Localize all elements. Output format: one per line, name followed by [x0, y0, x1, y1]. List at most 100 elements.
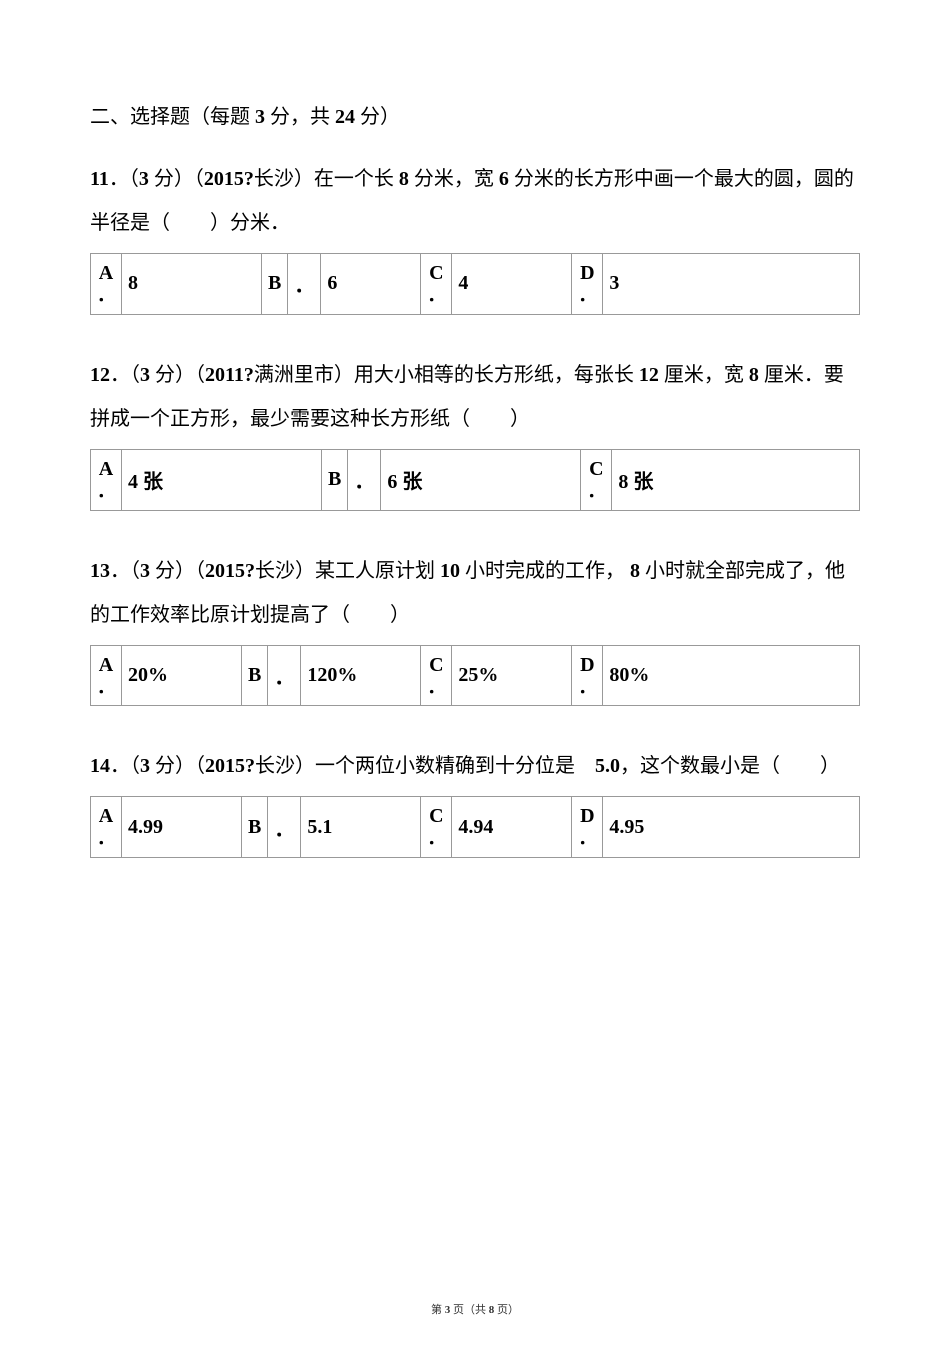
footer-prefix: 第	[431, 1304, 445, 1316]
section-title: 二、选择题（每题 3 分，共 24 分）	[90, 100, 860, 129]
q14-b: 分）（	[150, 755, 205, 777]
question-12: 12．（3 分）（2011?满洲里市）用大小相等的长方形纸，每张长 12 厘米，…	[90, 353, 860, 511]
dot: ．	[348, 449, 381, 510]
q11-B-value[interactable]: 6	[321, 254, 421, 315]
q12-width: 8	[749, 364, 759, 386]
q13-num: 13	[90, 560, 110, 582]
q11-c: 长沙）在一个长	[254, 168, 399, 190]
dot: ．	[268, 797, 301, 858]
q11-length: 8	[399, 168, 409, 190]
q13-B-label[interactable]: B	[248, 664, 261, 686]
q11-stem: 11．（3 分）（2015?长沙）在一个长 8 分米，宽 6 分米的长方形中画一…	[90, 157, 860, 245]
q14-D-value[interactable]: 4.95	[603, 797, 860, 858]
q11-D-value[interactable]: 3	[603, 254, 860, 315]
q11-A-label[interactable]: A	[97, 262, 115, 284]
q11-num: 11	[90, 168, 109, 190]
q12-year: 2011?	[205, 364, 254, 386]
q14-a: ．（	[110, 755, 140, 777]
q12-c: 满洲里市）用大小相等的长方形纸，每张长	[254, 364, 634, 386]
q14-C-value[interactable]: 4.94	[452, 797, 572, 858]
q12-stem: 12．（3 分）（2011?满洲里市）用大小相等的长方形纸，每张长 12 厘米，…	[90, 353, 860, 441]
q13-stem: 13．（3 分）（2015?长沙）某工人原计划 10 小时完成的工作， 8 小时…	[90, 549, 860, 637]
q14-B-value[interactable]: 5.1	[301, 797, 421, 858]
q11-points: 3	[139, 168, 149, 190]
q14-year: 2015?	[205, 755, 255, 777]
q13-c: 长沙）某工人原计划	[255, 560, 440, 582]
page-footer: 第 3 页（共 8 页）	[0, 1301, 950, 1317]
q13-length: 10	[440, 560, 460, 582]
q12-B-value[interactable]: 6 张	[381, 449, 581, 510]
q12-C-value[interactable]: 8 张	[612, 449, 860, 510]
q11-A-value[interactable]: 8	[122, 254, 262, 315]
q11-d: 分米，宽	[409, 168, 499, 190]
q11-C-value[interactable]: 4	[452, 254, 572, 315]
q14-value: 5.0	[595, 755, 620, 777]
q11-C-label[interactable]: C	[427, 262, 445, 284]
q12-b: 分）（	[150, 364, 205, 386]
q13-B-value[interactable]: 120%	[301, 645, 421, 706]
q12-C-label[interactable]: C	[587, 458, 605, 480]
section-title-mid: 分，共	[265, 106, 335, 128]
footer-suffix: 页）	[494, 1304, 519, 1316]
dot: ．	[97, 286, 115, 306]
q13-C-label[interactable]: C	[427, 654, 445, 676]
q12-length: 12	[639, 364, 659, 386]
q14-A-value[interactable]: 4.99	[122, 797, 242, 858]
q14-points: 3	[140, 755, 150, 777]
q14-d: ，这个数最小是（ ）	[620, 755, 840, 777]
q13-points: 3	[140, 560, 150, 582]
q11-B-label[interactable]: B	[268, 272, 281, 294]
dot: ．	[578, 286, 596, 306]
q14-A-label[interactable]: A	[97, 805, 115, 827]
dot: ．	[97, 482, 115, 502]
q12-options: A． 4 张 B ． 6 张 C． 8 张	[90, 449, 860, 511]
q11-a: ．（	[109, 168, 139, 190]
section-title-suffix: 分）	[355, 106, 400, 128]
dot: ．	[268, 645, 301, 706]
question-14: 14．（3 分）（2015?长沙）一个两位小数精确到十分位是 5.0，这个数最小…	[90, 744, 860, 858]
q14-num: 14	[90, 755, 110, 777]
section-title-total: 24	[335, 106, 355, 128]
dot: ．	[578, 678, 596, 698]
q13-width: 8	[630, 560, 640, 582]
q13-A-value[interactable]: 20%	[122, 645, 242, 706]
q11-width: 6	[499, 168, 509, 190]
dot: ．	[97, 829, 115, 849]
q12-d: 厘米，宽	[659, 364, 749, 386]
dot: ．	[288, 254, 321, 315]
dot: ．	[427, 678, 445, 698]
section-title-each: 3	[255, 106, 265, 128]
q12-A-value[interactable]: 4 张	[122, 449, 322, 510]
q13-C-value[interactable]: 25%	[452, 645, 572, 706]
q13-options: A． 20% B ． 120% C． 25% D． 80%	[90, 645, 860, 707]
q13-b: 分）（	[150, 560, 205, 582]
q11-b: 分）（	[149, 168, 204, 190]
dot: ．	[97, 678, 115, 698]
section-title-prefix: 二、选择题（每题	[90, 106, 255, 128]
q11-D-label[interactable]: D	[578, 262, 596, 284]
q14-c: 长沙）一个两位小数精确到十分位是	[255, 755, 595, 777]
q14-D-label[interactable]: D	[578, 805, 596, 827]
q13-D-label[interactable]: D	[578, 654, 596, 676]
question-11: 11．（3 分）（2015?长沙）在一个长 8 分米，宽 6 分米的长方形中画一…	[90, 157, 860, 315]
q14-C-label[interactable]: C	[427, 805, 445, 827]
q14-stem: 14．（3 分）（2015?长沙）一个两位小数精确到十分位是 5.0，这个数最小…	[90, 744, 860, 788]
q12-num: 12	[90, 364, 110, 386]
q12-a: ．（	[110, 364, 140, 386]
q13-a: ．（	[110, 560, 140, 582]
q13-D-value[interactable]: 80%	[603, 645, 860, 706]
dot: ．	[427, 286, 445, 306]
q13-year: 2015?	[205, 560, 255, 582]
q12-B-label[interactable]: B	[328, 468, 341, 490]
dot: ．	[587, 482, 605, 502]
footer-mid: 页（共	[450, 1304, 489, 1316]
q12-A-label[interactable]: A	[97, 458, 115, 480]
question-13: 13．（3 分）（2015?长沙）某工人原计划 10 小时完成的工作， 8 小时…	[90, 549, 860, 707]
dot: ．	[427, 829, 445, 849]
q11-year: 2015?	[204, 168, 254, 190]
q14-B-label[interactable]: B	[248, 816, 261, 838]
q14-options: A． 4.99 B ． 5.1 C． 4.94 D． 4.95	[90, 796, 860, 858]
q13-A-label[interactable]: A	[97, 654, 115, 676]
q13-d: 小时完成的工作，	[460, 560, 630, 582]
q12-points: 3	[140, 364, 150, 386]
